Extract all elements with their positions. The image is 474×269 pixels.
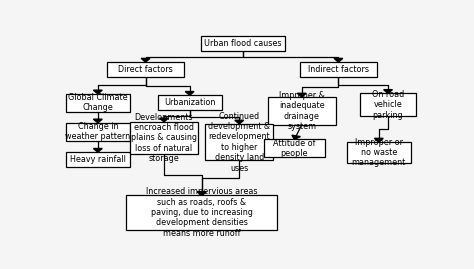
Text: Urbanization: Urbanization xyxy=(164,98,215,107)
Text: Global Climate
Change: Global Climate Change xyxy=(68,93,128,112)
FancyBboxPatch shape xyxy=(346,142,411,163)
Polygon shape xyxy=(141,58,150,62)
Polygon shape xyxy=(197,192,206,195)
FancyBboxPatch shape xyxy=(300,62,377,77)
Polygon shape xyxy=(235,120,244,124)
Polygon shape xyxy=(383,90,392,93)
FancyBboxPatch shape xyxy=(264,139,325,157)
Text: Urban flood causes: Urban flood causes xyxy=(204,39,282,48)
FancyBboxPatch shape xyxy=(66,152,130,167)
Polygon shape xyxy=(292,135,301,139)
Text: Improper or
no waste
management: Improper or no waste management xyxy=(352,137,406,167)
FancyBboxPatch shape xyxy=(157,95,222,110)
FancyBboxPatch shape xyxy=(360,93,417,116)
Polygon shape xyxy=(185,91,194,95)
Text: On road
vehicle
parking: On road vehicle parking xyxy=(372,90,404,120)
FancyBboxPatch shape xyxy=(107,62,184,77)
Text: Direct factors: Direct factors xyxy=(118,65,173,74)
FancyBboxPatch shape xyxy=(130,122,198,154)
Text: Change in
weather pattern: Change in weather pattern xyxy=(65,122,130,141)
Text: Attitude of
people: Attitude of people xyxy=(273,139,316,158)
Polygon shape xyxy=(297,93,306,97)
FancyBboxPatch shape xyxy=(205,124,273,160)
Polygon shape xyxy=(197,192,206,195)
Text: Heavy rainfall: Heavy rainfall xyxy=(70,155,126,164)
Text: Indirect factors: Indirect factors xyxy=(308,65,369,74)
Polygon shape xyxy=(374,138,383,142)
Text: Developments
encroach flood
plains & causing
loss of natural
storage: Developments encroach flood plains & cau… xyxy=(131,113,197,163)
Polygon shape xyxy=(93,148,102,152)
Text: Improper &
inadequate
drainage
system: Improper & inadequate drainage system xyxy=(279,91,325,131)
FancyBboxPatch shape xyxy=(66,94,130,112)
FancyBboxPatch shape xyxy=(127,195,277,229)
Polygon shape xyxy=(334,58,343,62)
Polygon shape xyxy=(160,118,168,122)
FancyBboxPatch shape xyxy=(268,97,336,125)
FancyBboxPatch shape xyxy=(201,36,285,51)
FancyBboxPatch shape xyxy=(66,123,130,140)
Polygon shape xyxy=(93,119,102,123)
Text: Increased impervious areas
such as roads, roofs &
paving, due to increasing
deve: Increased impervious areas such as roads… xyxy=(146,187,257,238)
Polygon shape xyxy=(93,90,102,94)
Text: Continued
development &
redevelopment
to higher
density land
uses: Continued development & redevelopment to… xyxy=(208,112,270,172)
